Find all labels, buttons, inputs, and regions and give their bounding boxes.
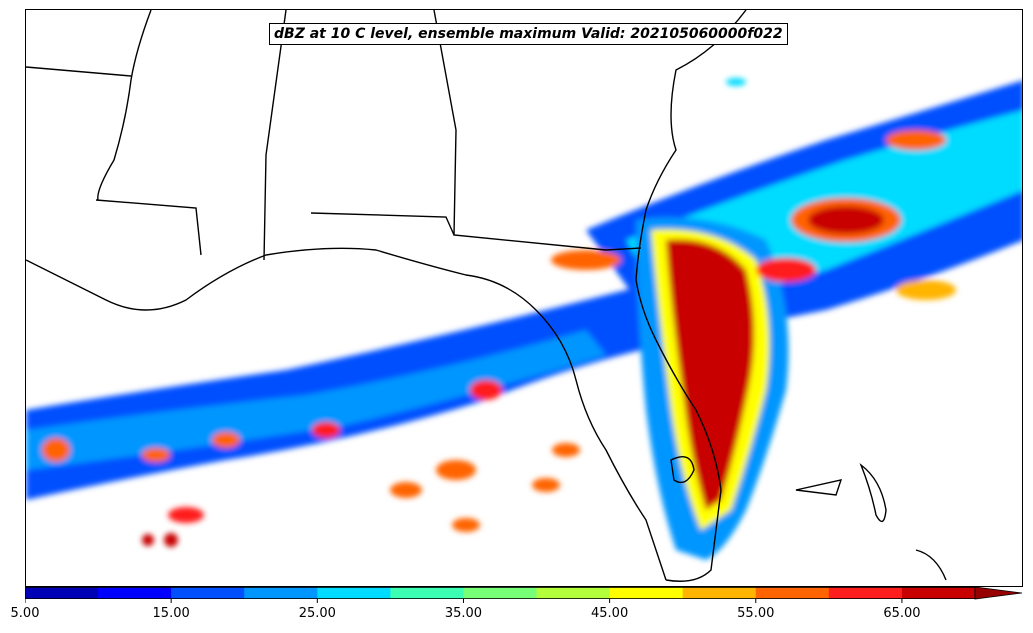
echo-cell	[142, 534, 154, 546]
colorbar-segment	[463, 587, 538, 599]
echo-cell	[551, 250, 621, 270]
map-title: dBZ at 10 C level, ensemble maximum Vali…	[269, 23, 788, 45]
state-border	[310, 212, 455, 236]
colorbar-segment	[755, 587, 830, 599]
echo-cell	[312, 422, 340, 438]
island-outline	[859, 462, 887, 523]
state-border	[95, 199, 202, 256]
colorbar-tick-label: 45.00	[591, 606, 629, 621]
boundaries	[26, 10, 947, 582]
echo-cell	[726, 78, 746, 86]
colorbar-segment	[901, 587, 976, 599]
colorbar-tick-label: 55.00	[737, 606, 775, 621]
echo-cell	[142, 448, 170, 462]
reflectivity-field	[26, 78, 1022, 560]
colorbar-segment	[828, 587, 903, 599]
echo-cell	[470, 380, 502, 400]
coastline	[26, 247, 667, 581]
colorbar-segment	[244, 587, 318, 599]
echo-cell	[42, 438, 70, 462]
colorbar-tick-label: 65.00	[883, 606, 921, 621]
colorbar-border	[25, 587, 976, 599]
colorbar-tick-label: 25.00	[298, 606, 336, 621]
state-border	[433, 10, 642, 251]
echo-cell	[808, 206, 884, 234]
state-border	[26, 66, 132, 77]
colorbar-tick-label: 15.00	[152, 606, 190, 621]
echo-cell	[896, 280, 956, 300]
colorbar	[25, 587, 1023, 603]
island-outline	[795, 479, 843, 496]
river-line	[97, 10, 152, 201]
lake-outline	[670, 456, 695, 484]
radar-map	[26, 10, 1022, 582]
colorbar-segment	[390, 587, 464, 599]
colorbar-segment	[682, 587, 757, 599]
echo-band-west-core	[26, 330, 606, 470]
state-border	[263, 10, 287, 261]
echo-cell	[452, 518, 480, 532]
echo-cell	[532, 478, 560, 492]
echo-cell	[436, 460, 476, 480]
island-outline	[915, 549, 947, 581]
echo-cell	[164, 533, 178, 547]
colorbar-segment	[609, 587, 684, 599]
echo-cell	[886, 130, 946, 150]
echo-cell	[756, 258, 816, 282]
map-panel: dBZ at 10 C level, ensemble maximum Vali…	[25, 9, 1023, 587]
echo-cell	[168, 507, 204, 523]
colorbar-segment	[98, 587, 172, 599]
echo-cell	[552, 443, 580, 457]
colorbar-segment	[171, 587, 245, 599]
colorbar-segment	[317, 587, 391, 599]
echo-line-main-core	[666, 239, 755, 510]
colorbar-segment	[25, 587, 99, 599]
echo-cell	[212, 432, 240, 448]
echo-cell	[390, 482, 422, 498]
colorbar-tick-label: 5.00	[10, 606, 40, 621]
coastline	[635, 10, 747, 582]
colorbar-extend-arrow	[974, 587, 1023, 600]
colorbar-segment	[536, 587, 611, 599]
colorbar-tick-label: 35.00	[444, 606, 483, 621]
